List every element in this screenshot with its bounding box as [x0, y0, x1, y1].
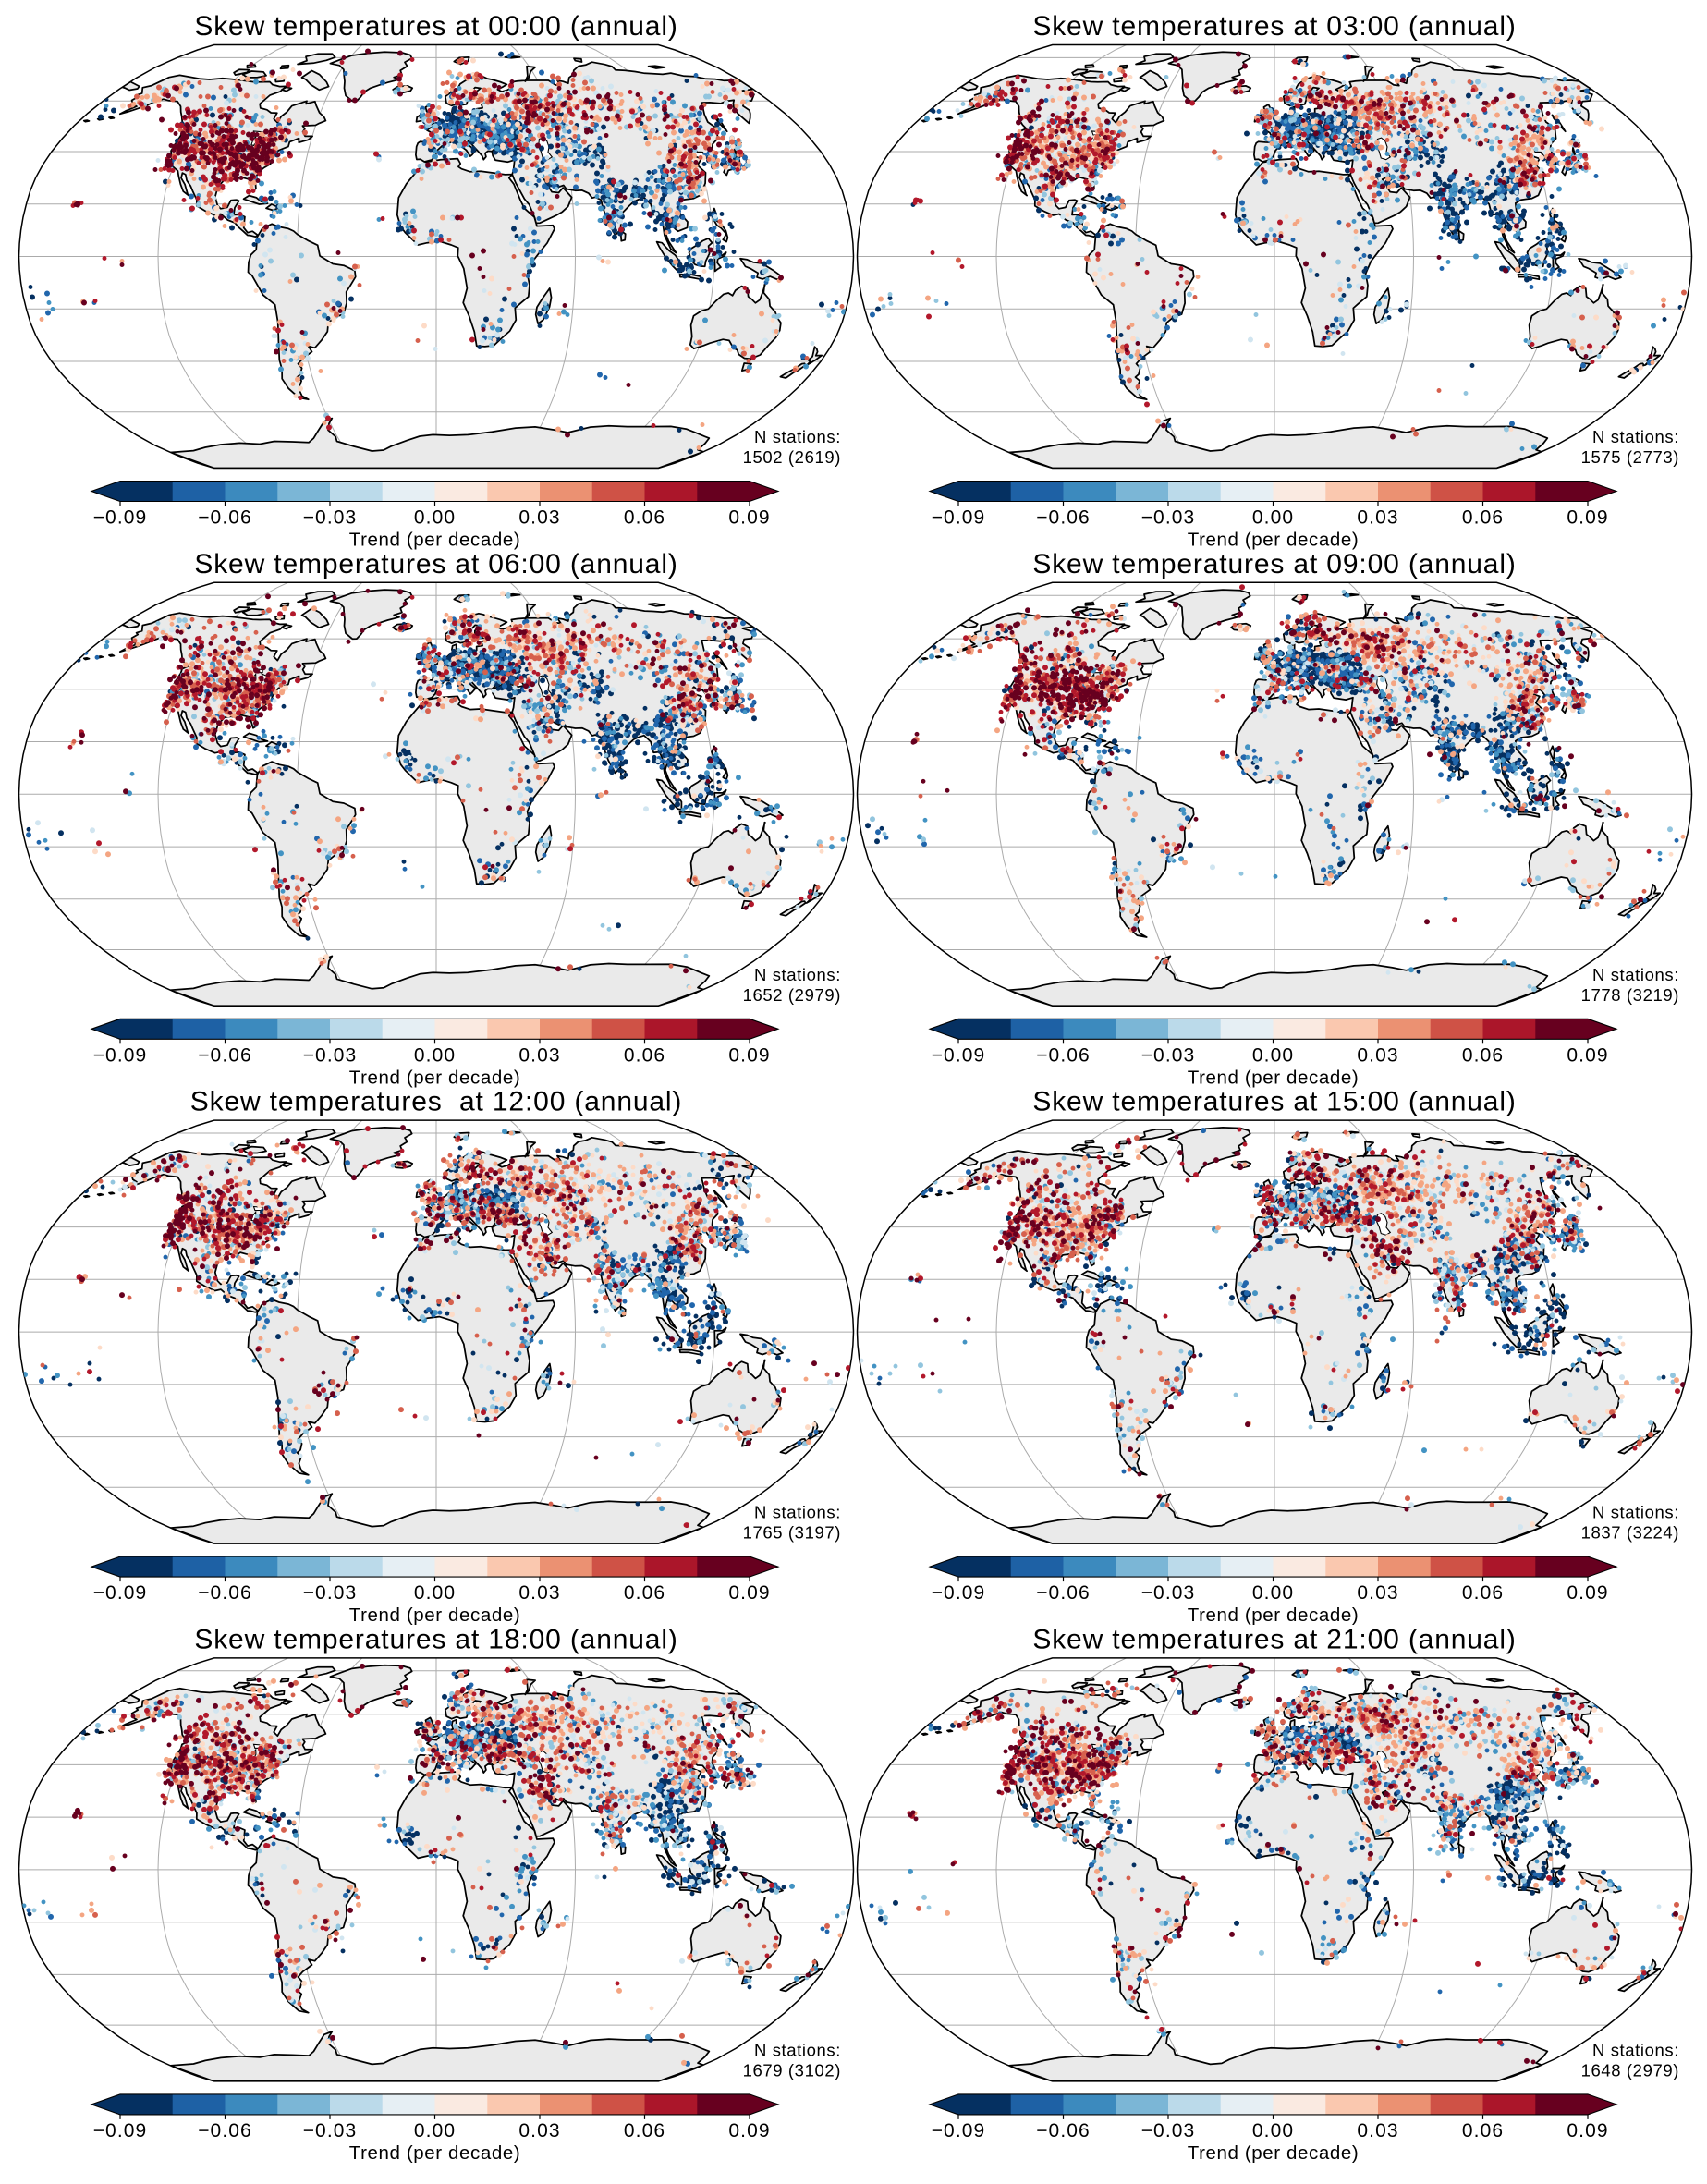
svg-text:Skew temperatures at 03:00 (an: Skew temperatures at 03:00 (annual) — [1032, 11, 1516, 42]
svg-text:Skew temperatures at 21:00 (an: Skew temperatures at 21:00 (annual) — [1032, 1624, 1516, 1654]
svg-text:N stations:: N stations: — [754, 965, 841, 984]
svg-text:Skew temperatures at 00:00 (an: Skew temperatures at 00:00 (annual) — [194, 11, 677, 42]
svg-text:N stations:: N stations: — [1592, 1503, 1679, 1522]
svg-text:N stations:: N stations: — [1592, 2040, 1679, 2059]
svg-text:1575 (2773): 1575 (2773) — [1581, 447, 1679, 467]
svg-text:1652 (2979): 1652 (2979) — [743, 985, 841, 1005]
svg-text:Skew temperatures at 06:00 (an: Skew temperatures at 06:00 (annual) — [194, 549, 677, 580]
svg-text:N stations:: N stations: — [1592, 965, 1679, 984]
svg-text:1837 (3224): 1837 (3224) — [1581, 1523, 1679, 1543]
svg-text:1778 (3219): 1778 (3219) — [1581, 985, 1679, 1005]
svg-text:Skew temperatures at 12:00 (a: Skew temperatures at 12:00 (annual) — [190, 1087, 683, 1117]
svg-text:Skew temperatures at 18:00 (an: Skew temperatures at 18:00 (annual) — [194, 1624, 677, 1654]
svg-text:1679 (3102): 1679 (3102) — [743, 2060, 841, 2080]
svg-text:1502 (2619): 1502 (2619) — [743, 447, 841, 467]
svg-text:Skew temperatures at 15:00 (an: Skew temperatures at 15:00 (annual) — [1032, 1087, 1516, 1117]
svg-text:N stations:: N stations: — [754, 1503, 841, 1522]
svg-text:N stations:: N stations: — [754, 427, 841, 446]
svg-text:Skew temperatures at 09:00 (an: Skew temperatures at 09:00 (annual) — [1032, 549, 1516, 580]
svg-text:N stations:: N stations: — [1592, 427, 1679, 446]
svg-text:1648 (2979): 1648 (2979) — [1581, 2060, 1679, 2080]
svg-text:1765 (3197): 1765 (3197) — [743, 1523, 841, 1543]
svg-text:N stations:: N stations: — [754, 2040, 841, 2059]
